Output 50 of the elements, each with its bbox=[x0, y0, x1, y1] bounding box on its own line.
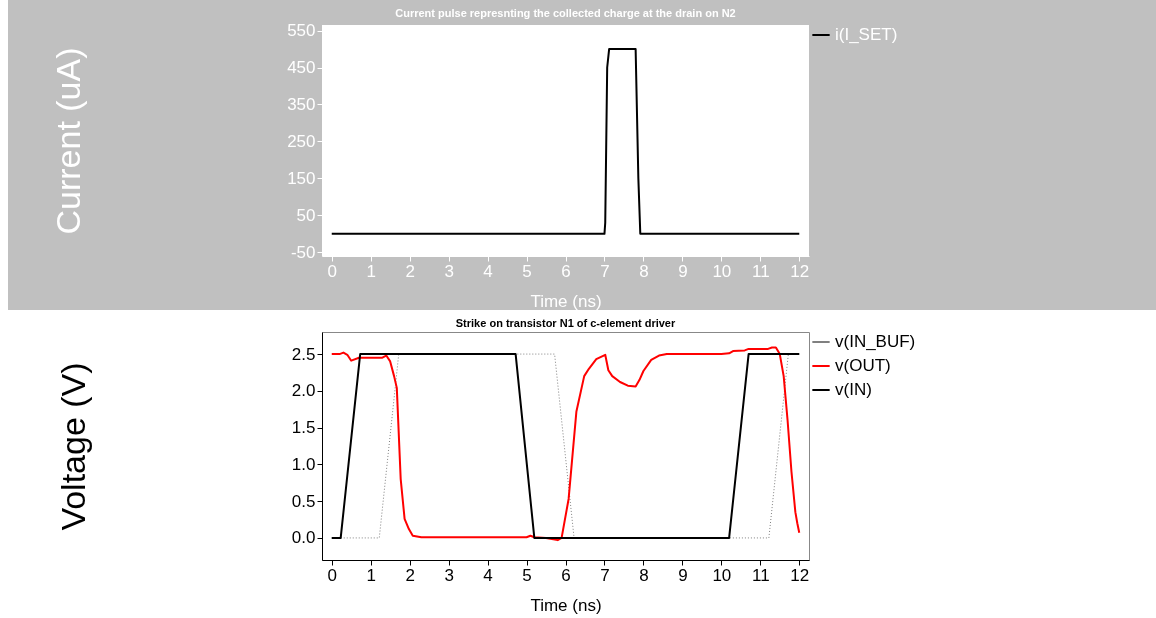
y-tick-label: 0.5 bbox=[291, 491, 316, 511]
y-tick-label: 550 bbox=[287, 21, 316, 41]
x-axis-title: Time (ns) bbox=[530, 291, 602, 311]
x-tick-label: 9 bbox=[678, 565, 688, 585]
x-tick-label: 0 bbox=[327, 261, 337, 281]
y-axis-title: Voltage (V) bbox=[53, 362, 92, 531]
x-tick-label: 3 bbox=[444, 565, 454, 585]
x-tick-label: 8 bbox=[639, 565, 649, 585]
x-axis-title: Time (ns) bbox=[530, 595, 602, 615]
x-tick-label: 5 bbox=[522, 565, 532, 585]
x-tick-label: 5 bbox=[522, 261, 532, 281]
x-tick-label: 11 bbox=[751, 565, 770, 585]
x-tick-label: 8 bbox=[639, 261, 649, 281]
x-tick-label: 6 bbox=[561, 565, 571, 585]
chart-title: Current pulse represnting the collected charge at the drain on N2 bbox=[395, 6, 736, 19]
y-tick-label: 250 bbox=[287, 131, 316, 151]
y-tick-label: 0.0 bbox=[291, 528, 316, 548]
x-tick-label: 0 bbox=[327, 565, 337, 585]
legend-label: v(OUT) bbox=[835, 356, 891, 375]
y-tick-label: 150 bbox=[287, 168, 316, 188]
y-tick-label: 350 bbox=[287, 94, 316, 114]
x-tick-label: 10 bbox=[712, 565, 732, 585]
x-tick-label: 11 bbox=[751, 261, 770, 281]
x-tick-label: 2 bbox=[405, 565, 415, 585]
y-tick-label: 2.0 bbox=[291, 381, 316, 401]
x-tick-label: 9 bbox=[678, 261, 688, 281]
x-tick-label: 7 bbox=[600, 261, 610, 281]
x-tick-label: 1 bbox=[366, 565, 376, 585]
line-series bbox=[330, 48, 801, 235]
x-tick-label: 7 bbox=[600, 565, 610, 585]
x-tick-label: 2 bbox=[405, 261, 415, 281]
x-tick-label: 4 bbox=[483, 261, 493, 281]
legend-label: v(IN_BUF) bbox=[835, 332, 916, 351]
x-tick-label: 12 bbox=[790, 261, 810, 281]
legend-label: i(I_SET) bbox=[835, 25, 898, 44]
x-tick-label: 10 bbox=[712, 261, 732, 281]
x-tick-label: 3 bbox=[444, 261, 454, 281]
chart-title: Strike on transistor N1 of c-element driver bbox=[455, 317, 676, 329]
x-tick-label: 12 bbox=[790, 565, 810, 585]
y-axis-title: Current (uA) bbox=[49, 47, 88, 235]
y-tick-label: 450 bbox=[287, 58, 316, 77]
y-tick-label: 50 bbox=[296, 205, 316, 225]
x-tick-label: 6 bbox=[561, 261, 571, 281]
x-tick-label: 4 bbox=[483, 565, 493, 585]
y-tick-label: 1.5 bbox=[291, 418, 316, 438]
y-tick-label: 1.0 bbox=[291, 454, 316, 474]
x-tick-label: 1 bbox=[366, 261, 376, 281]
y-tick-label: 2.5 bbox=[291, 344, 316, 364]
legend-label: v(IN) bbox=[835, 380, 872, 399]
y-tick-label: -50 bbox=[290, 242, 316, 262]
